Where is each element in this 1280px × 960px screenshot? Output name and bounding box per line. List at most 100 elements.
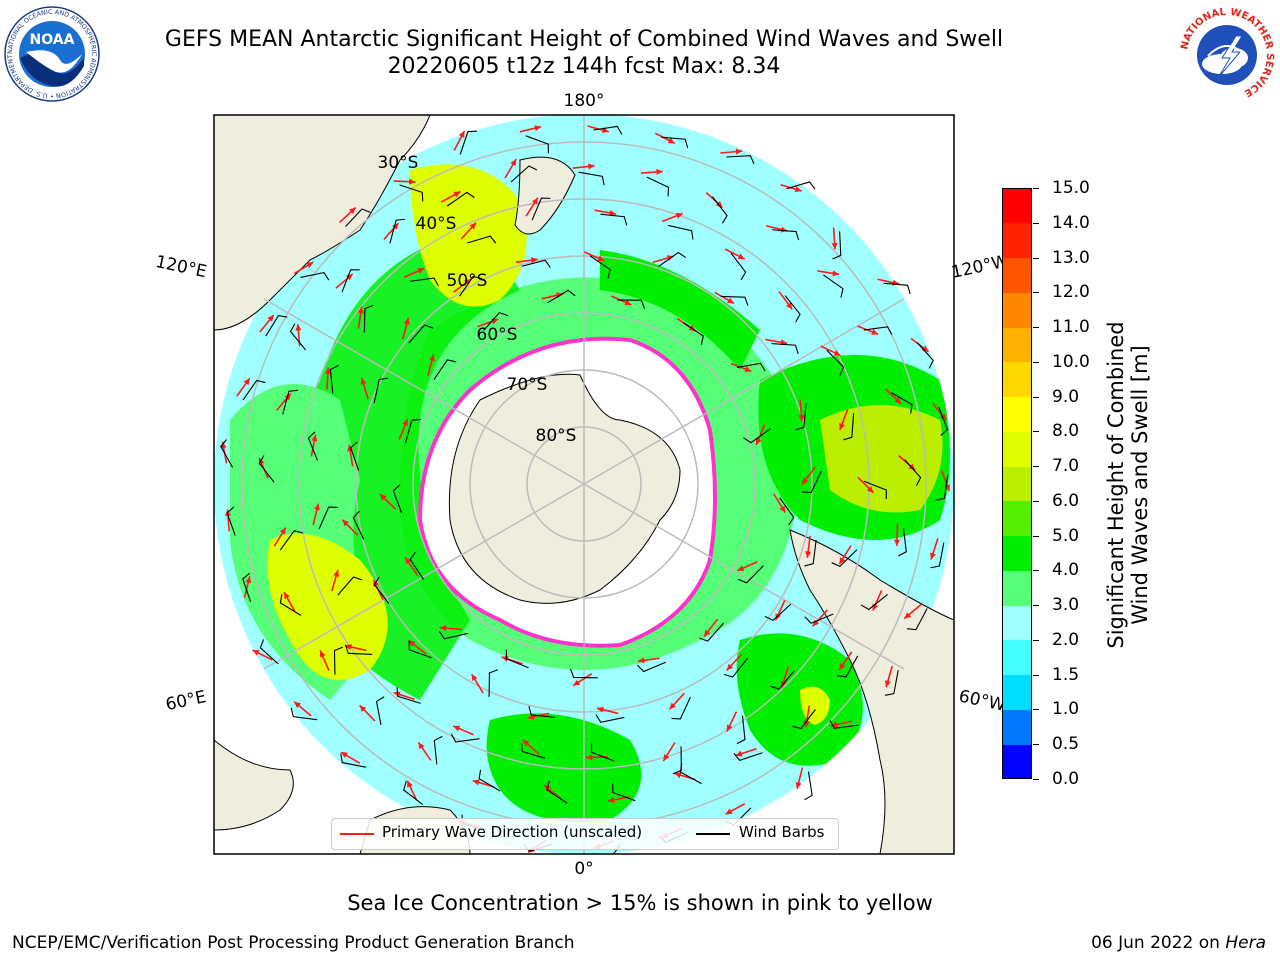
wave-arrow-head [294,701,301,709]
wave-arrow-head [596,706,604,713]
wind-barb [389,218,406,244]
credit-machine: Hera [1225,933,1266,953]
wind-barb [570,668,598,679]
wind-barb [836,655,859,678]
wind-barb [467,235,497,244]
colorbar-label-line2: Wind Waves and Swell [m] [1128,345,1152,625]
wind-barb [711,196,728,224]
wind-barb [826,349,845,376]
wind-barb [392,484,403,514]
wind-barb [300,272,330,281]
wind-barb [375,696,385,726]
wind-barb [459,130,477,155]
wind-barb [345,644,373,656]
wind-barb [337,576,363,596]
colorbar-segment [1002,396,1032,432]
wind-barb [890,392,913,414]
wave-arrow-head [357,306,364,314]
colorbar-segment [1002,466,1032,502]
colorbar-tick [1033,674,1039,676]
wave-arrow-head [469,222,476,230]
wind-barb [409,551,424,580]
wind-barb [661,136,689,149]
wind-barb [341,269,360,293]
wave-arrow-head [795,782,802,789]
wind-barb [771,343,799,355]
colorbar-tick-label: 9.0 [1052,386,1080,407]
wave-arrow-head [669,702,676,710]
wind-barb [595,714,625,723]
wave-arrow-head [333,569,340,577]
wind-barb [743,428,771,444]
wave-arrow-head [220,441,227,449]
wind-barb [843,413,855,441]
credit-date-text: 06 Jun 2022 on [1091,933,1226,953]
wind-barb [600,213,628,226]
wind-barb [528,706,556,718]
wind-barb [521,259,551,268]
wave-arrow-head [656,168,663,175]
wind-barb [333,646,344,675]
colorbar-segment [1002,744,1032,780]
wind-barb [510,165,538,183]
wave-arrow-head [832,270,840,277]
colorbar-segment [1002,535,1032,571]
wind-barb [784,295,801,323]
wave-arrow-head [471,674,478,682]
wave-arrow-head [284,592,290,600]
wind-barb [671,696,691,720]
wave-arrow-head [794,186,802,193]
wind-barb [617,299,646,309]
wave-direction-arrows [220,125,951,854]
wave-arrow-head [324,367,331,374]
wave-arrow-head [402,418,408,426]
colorbar-segment [1002,188,1032,224]
wind-barb [307,431,318,461]
wave-arrow-head [279,527,286,535]
wind-barb [363,304,374,333]
lat-label-80s: 80°S [536,426,577,446]
wind-barb [478,769,501,792]
wave-arrow-head [725,808,733,815]
colorbar-tick-label: 14.0 [1052,212,1090,233]
land-australia [214,115,431,331]
wave-arrow-head [866,486,874,493]
colorbar-tick [1033,744,1039,746]
wave-arrow-head [839,557,846,565]
wind-barb [804,613,834,624]
wind-barb [770,670,795,690]
wind-barb [792,709,816,730]
wave-arrow-head [453,725,461,732]
wind-barb [726,155,755,165]
wave-arrow-head [735,148,743,155]
wave-arrow-head [624,299,632,306]
wind-barb [764,603,792,622]
wave-arrow-head [464,278,472,286]
wind-barb [863,326,893,335]
colorbar-label: Significant Height of Combined Wind Wave… [1104,285,1152,685]
wind-barb [590,743,615,762]
wave-arrow-head [930,552,936,560]
wave-arrow-head [405,557,412,565]
colorbar-tick-label: 1.0 [1052,699,1080,720]
wind-barb [403,781,424,805]
wind-barb [282,389,298,415]
wave-arrow-head [453,191,461,198]
wind-barb [646,176,670,197]
colorbar-segment [1002,222,1032,258]
colorbar [1002,188,1032,780]
wave-arrow-head [407,780,413,788]
wave-arrow-head [510,159,517,167]
wind-barb [738,565,764,584]
wind-barb [258,455,275,483]
wind-barb [779,497,795,526]
wind-barb [329,364,339,394]
wind-barb [930,542,945,569]
wave-arrow-head [737,253,745,260]
credit-branch: NCEP/EMC/Verification Post Processing Pr… [12,933,575,953]
wave-arrow-head [775,613,782,621]
colorbar-label-line1: Significant Height of Combined [1104,321,1128,649]
lon-label-120e: 120°E [154,252,209,282]
wave-arrow-head [798,414,805,422]
peak-indian [267,533,388,680]
